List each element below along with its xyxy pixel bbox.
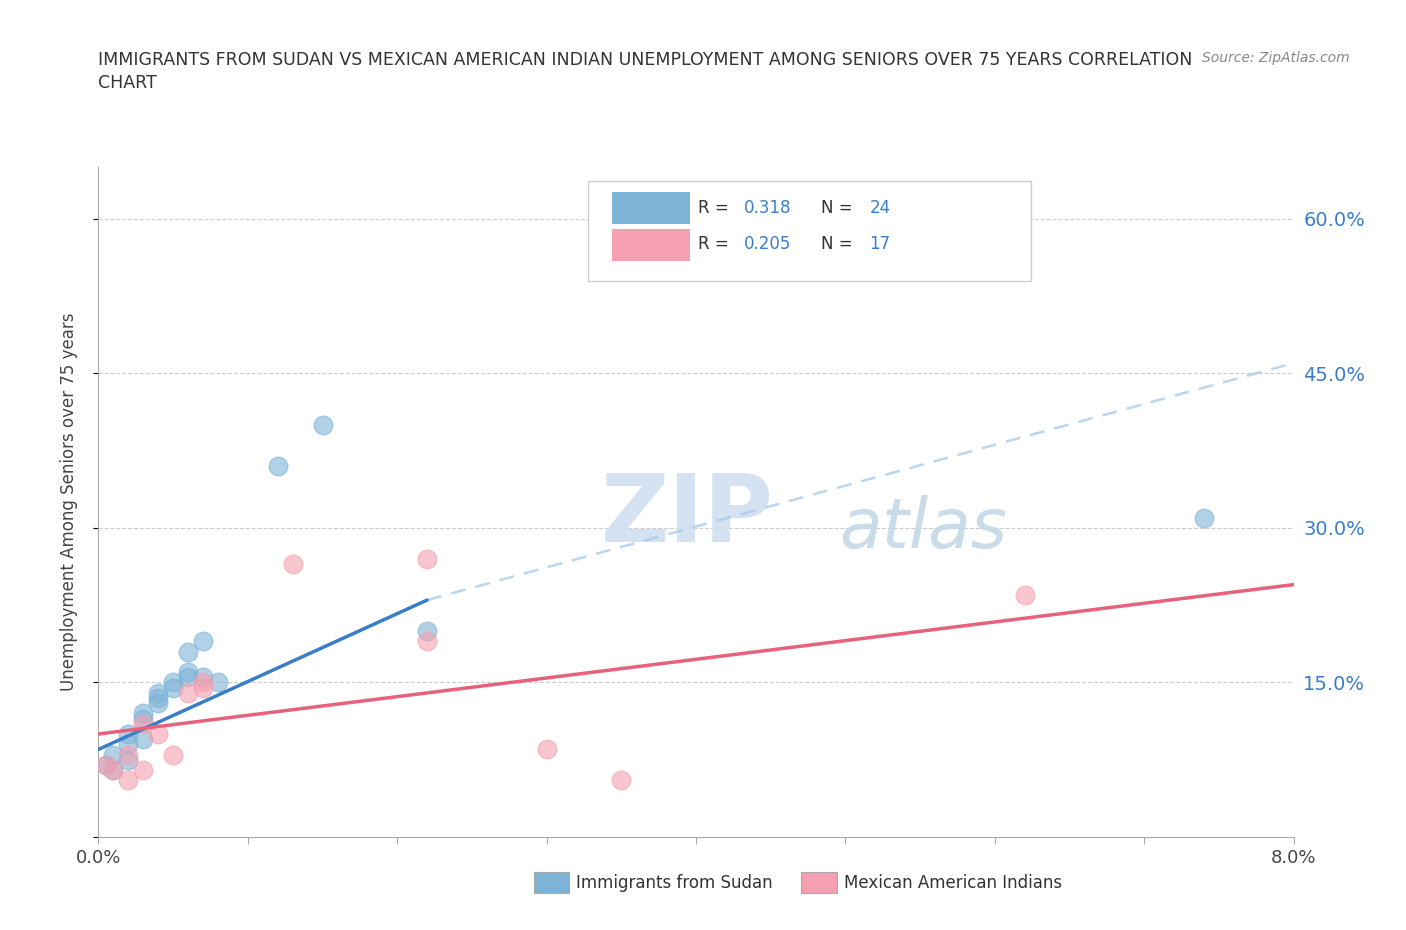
Point (191, 634, 214, 649)
Text: N =: N = (821, 199, 858, 217)
Point (162, 680, 184, 695)
Text: IMMIGRANTS FROM SUDAN VS MEXICAN AMERICAN INDIAN UNEMPLOYMENT AMONG SENIORS OVER: IMMIGRANTS FROM SUDAN VS MEXICAN AMERICA… (98, 51, 1192, 69)
Point (103, 747, 125, 762)
Text: CHART: CHART (98, 74, 157, 92)
Point (416, 623, 439, 638)
Point (416, 634, 439, 649)
Point (191, 670, 214, 684)
Point (148, 690, 170, 705)
Point (94, 757, 117, 772)
Point (162, 747, 184, 762)
Text: 17: 17 (869, 235, 890, 253)
Y-axis label: Unemployment Among Seniors over 75 years: Unemployment Among Seniors over 75 years (59, 313, 77, 691)
Text: Immigrants from Sudan: Immigrants from Sudan (576, 873, 773, 892)
Text: 24: 24 (869, 199, 890, 217)
Text: Source: ZipAtlas.com: Source: ZipAtlas.com (1202, 51, 1350, 65)
FancyBboxPatch shape (613, 193, 690, 224)
Point (148, 685, 170, 700)
FancyBboxPatch shape (613, 229, 690, 261)
Point (132, 716, 155, 731)
Point (1014, 588, 1036, 603)
Point (281, 556, 304, 571)
Point (536, 742, 558, 757)
Point (267, 458, 290, 473)
Point (132, 763, 155, 777)
Point (416, 551, 439, 566)
Point (132, 732, 155, 747)
Point (94, 757, 117, 772)
Text: R =: R = (699, 235, 734, 253)
Point (177, 670, 200, 684)
Point (177, 665, 200, 680)
Point (103, 763, 125, 777)
Point (117, 726, 139, 741)
Point (191, 680, 214, 695)
Point (148, 726, 170, 741)
Point (311, 418, 333, 432)
Point (117, 737, 139, 751)
FancyBboxPatch shape (588, 180, 1031, 281)
Text: atlas: atlas (839, 496, 1007, 563)
Point (162, 675, 184, 690)
Point (177, 644, 200, 659)
Point (132, 706, 155, 721)
Point (1192, 511, 1215, 525)
Point (103, 763, 125, 777)
Point (117, 752, 139, 767)
Point (207, 675, 229, 690)
Text: 0.205: 0.205 (744, 235, 792, 253)
Point (117, 773, 139, 788)
Point (610, 773, 633, 788)
Point (117, 747, 139, 762)
Point (132, 711, 155, 726)
Text: N =: N = (821, 235, 858, 253)
Point (148, 696, 170, 711)
Text: Mexican American Indians: Mexican American Indians (844, 873, 1062, 892)
Text: 0.318: 0.318 (744, 199, 792, 217)
Point (191, 675, 214, 690)
Point (177, 685, 200, 700)
Text: ZIP: ZIP (600, 470, 773, 562)
Text: R =: R = (699, 199, 734, 217)
